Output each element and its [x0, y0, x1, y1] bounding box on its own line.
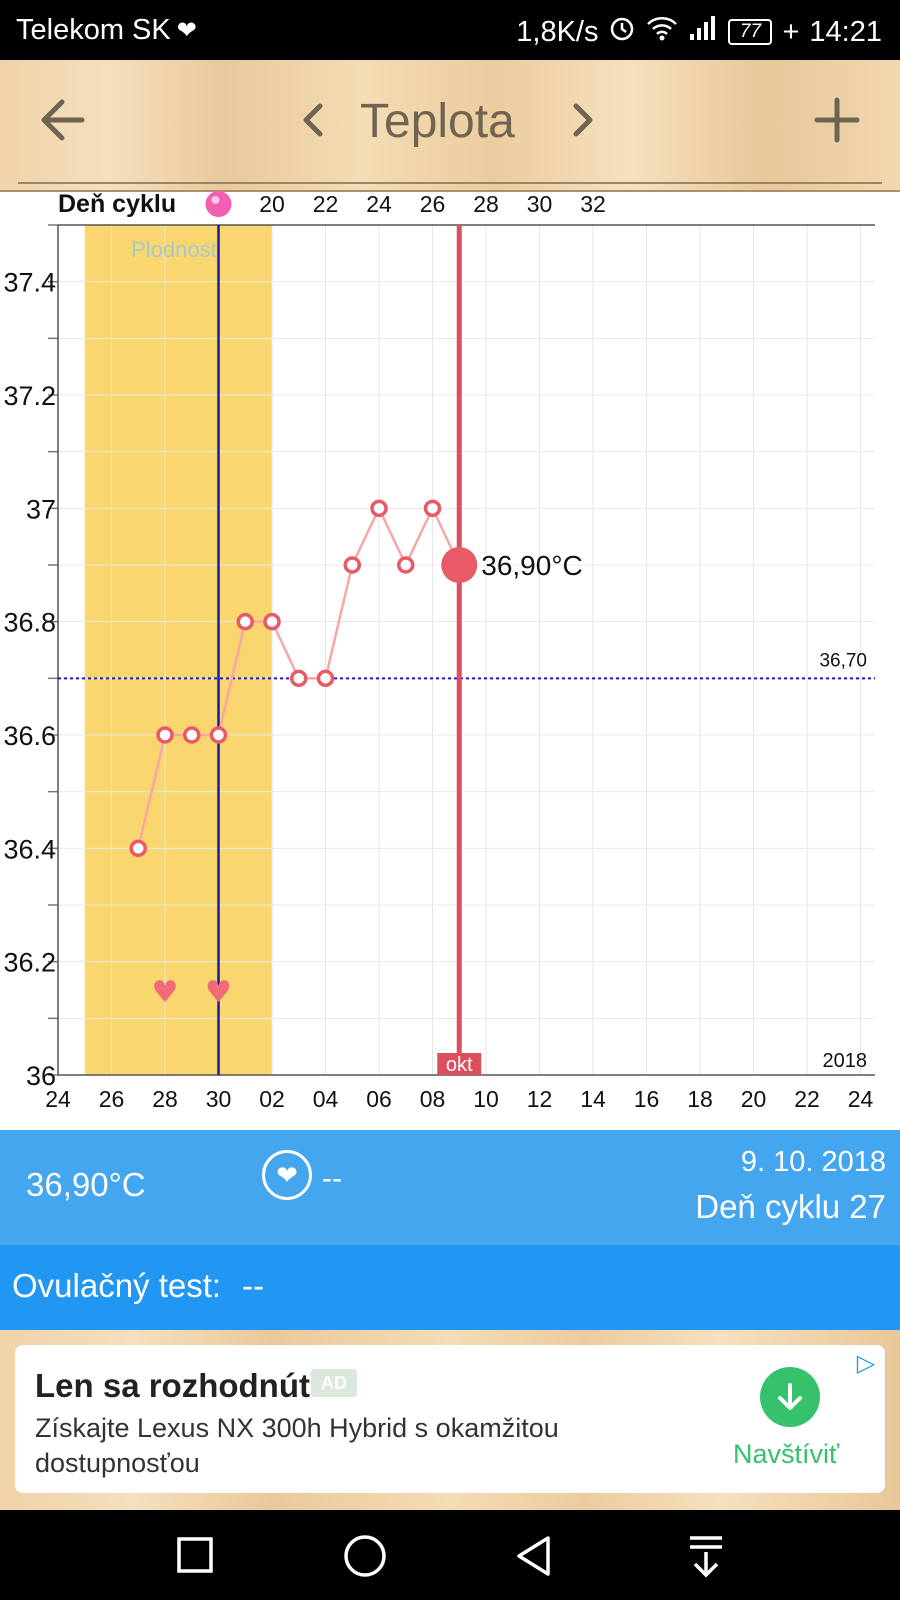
x-tick-label: 16: [634, 1086, 660, 1112]
ad-banner[interactable]: Len sa rozhodnúť AD Získajte Lexus NX 30…: [15, 1345, 885, 1493]
intercourse-heart-icon: ♥: [205, 975, 232, 1010]
x-tick-label: 24: [848, 1086, 874, 1112]
plus-icon[interactable]: [812, 88, 862, 157]
temperature-point: [263, 612, 281, 631]
cycle-tick-label: 26: [420, 191, 446, 217]
temperature-point: [423, 499, 442, 518]
ad-choices-icon[interactable]: ▷: [856, 1350, 876, 1377]
x-tick-label: 08: [420, 1086, 446, 1112]
y-tick-label: 36: [26, 1061, 56, 1091]
status-bar: Telekom SK ❤ 1,8K/s 77 + 14:21: [0, 0, 900, 60]
status-right: 1,8K/s 77 + 14:21: [516, 14, 882, 50]
current-temperature: 36,90°C: [26, 1166, 146, 1203]
y-tick-label: 37.4: [3, 268, 56, 298]
download-icon[interactable]: [760, 1367, 820, 1427]
heart-circle-icon[interactable]: ❤: [262, 1150, 312, 1200]
arrow-left-icon[interactable]: [38, 88, 88, 157]
back-nav-icon[interactable]: [514, 1534, 554, 1583]
current-temperature-point: [441, 547, 478, 583]
temperature-chart[interactable]: Plodnosť 36,70 37.4 37.2 37 36.8 36.6 36.4 36.2 3…: [0, 190, 900, 1130]
y-tick-label: 36.8: [3, 608, 56, 638]
network-speed: 1,8K/s: [516, 15, 599, 48]
temperature-point: [209, 726, 228, 744]
wifi-icon: [646, 14, 678, 50]
selected-date: 9. 10. 2018: [740, 1146, 886, 1178]
temperature-point: [290, 669, 308, 688]
y-tick-label: 36.4: [3, 834, 56, 864]
chevron-left-icon[interactable]: [298, 88, 328, 157]
cycle-tick-label: 32: [580, 191, 606, 217]
navigation-bar: [0, 1510, 900, 1600]
battery-icon: 77: [728, 19, 773, 45]
cycle-tick-label: 20: [259, 191, 285, 217]
cycle-tick-label: 28: [473, 191, 499, 217]
recent-apps-icon[interactable]: [176, 1536, 214, 1579]
cycle-tick-label: 30: [527, 191, 553, 217]
x-tick-label: 28: [152, 1086, 178, 1112]
x-tick-label: 02: [259, 1086, 285, 1112]
x-tick-label: 26: [99, 1086, 125, 1112]
coverline-label: 36,70: [819, 650, 867, 671]
status-left: Telekom SK ❤: [16, 14, 197, 47]
intercourse-heart-icon: ♥: [152, 975, 179, 1010]
x-tick-label: 20: [741, 1086, 767, 1112]
chevron-right-icon[interactable]: [568, 88, 598, 157]
health-heart-icon: ❤: [176, 17, 197, 44]
heart-value: --: [322, 1162, 342, 1195]
x-tick-label: 22: [794, 1086, 820, 1112]
fertile-window: [84, 225, 272, 1075]
app-header: Teplota: [0, 60, 900, 192]
cycle-axis-label: Deň cyklu: [58, 190, 176, 218]
month-label-bg: [437, 1053, 482, 1075]
x-tick-label: 18: [687, 1086, 713, 1112]
ad-cta-button[interactable]: Navštíviť: [733, 1439, 840, 1469]
info-panel[interactable]: 36,90°C ❤ -- 9. 10. 2018 Deň cyklu 27: [0, 1130, 900, 1245]
y-tick-label: 37.2: [3, 381, 56, 411]
x-tick-label: 30: [206, 1086, 232, 1112]
ad-title: Len sa rozhodnúť: [35, 1367, 315, 1404]
cycle-tick-label: 22: [313, 191, 339, 217]
ad-badge: AD: [311, 1369, 357, 1397]
x-tick-label: 24: [45, 1086, 71, 1112]
alarm-icon: [608, 14, 636, 50]
year-label: 2018: [823, 1050, 868, 1072]
period-marker-highlight: [211, 196, 220, 204]
home-icon[interactable]: [343, 1534, 387, 1583]
fertile-window-label: Plodnosť: [131, 237, 220, 262]
carrier-name: Telekom SK: [16, 14, 171, 46]
x-tick-label: 12: [527, 1086, 553, 1112]
temperature-point: [156, 726, 174, 744]
cycle-day: Deň cyklu 27: [695, 1188, 886, 1225]
ovulation-test-value: --: [242, 1267, 264, 1304]
x-tick-label: 10: [473, 1086, 499, 1112]
header-divider: [18, 182, 882, 184]
signal-icon: [688, 14, 718, 50]
current-temperature-label: 36,90°C: [481, 550, 583, 581]
ovulation-test-label: Ovulačný test:: [12, 1267, 222, 1304]
page-title: Teplota: [360, 95, 515, 148]
temperature-point: [370, 499, 388, 518]
ad-text: Získajte Lexus NX 300h Hybrid s okamžito…: [35, 1413, 559, 1478]
y-tick-label: 36.6: [3, 721, 56, 751]
period-marker-icon: [205, 191, 232, 217]
temperature-point: [183, 726, 201, 744]
y-tick-label: 37: [26, 494, 56, 524]
month-label: okt: [446, 1054, 473, 1076]
temperature-point: [129, 839, 147, 858]
charging-plus: +: [782, 15, 800, 48]
clock: 14:21: [809, 15, 882, 48]
y-tick-label: 36.2: [3, 948, 56, 978]
ovulation-test-panel[interactable]: Ovulačný test: --: [0, 1245, 900, 1330]
temperature-point: [236, 612, 254, 631]
cycle-tick-label: 24: [366, 191, 392, 217]
temperature-point: [316, 669, 335, 688]
x-tick-label: 06: [366, 1086, 392, 1112]
notification-pull-icon[interactable]: [686, 1534, 726, 1583]
ad-container: Len sa rozhodnúť AD Získajte Lexus NX 30…: [0, 1330, 900, 1510]
x-tick-label: 14: [580, 1086, 606, 1112]
temperature-point: [343, 556, 361, 574]
temperature-point: [397, 556, 415, 574]
x-tick-label: 04: [313, 1086, 339, 1112]
